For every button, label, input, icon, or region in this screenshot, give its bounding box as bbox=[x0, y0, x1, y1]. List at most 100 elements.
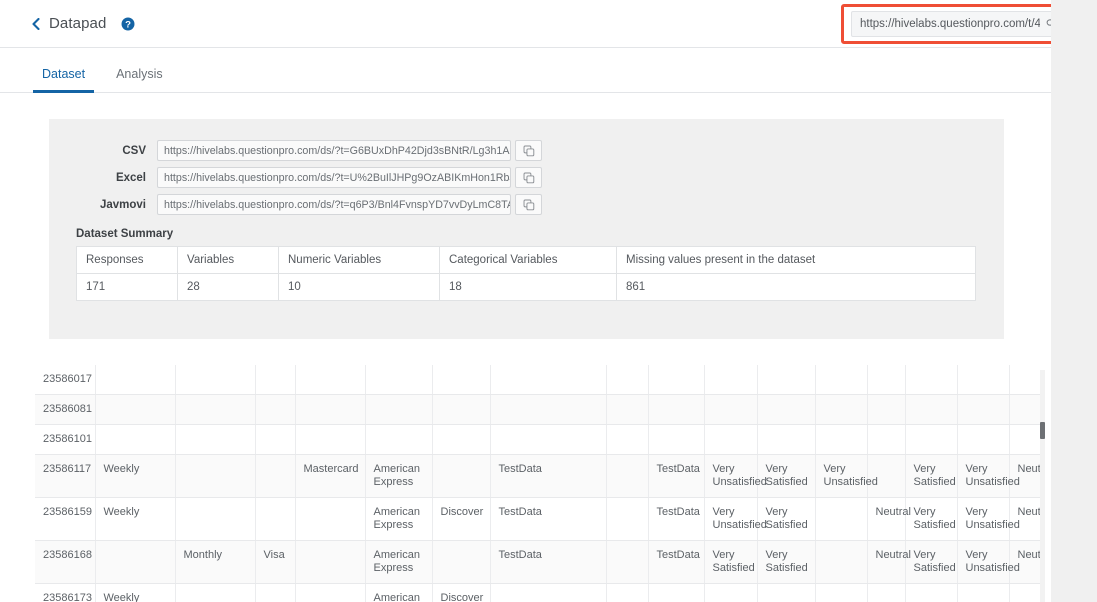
table-row[interactable]: 23586117 Weekly Mastercard American Express… bbox=[35, 454, 1045, 498]
table-cell bbox=[815, 424, 868, 455]
table-cell bbox=[95, 365, 176, 395]
table-cell bbox=[175, 454, 256, 498]
table-cell: Very Satisfied bbox=[757, 454, 816, 498]
chevron-left-icon bbox=[30, 17, 42, 30]
left-gutter bbox=[0, 93, 13, 602]
export-link-label-javmovi: Javmovi bbox=[99, 198, 146, 211]
table-cell bbox=[815, 540, 868, 584]
table-cell: Very Satisfied bbox=[704, 540, 758, 584]
table-cell bbox=[704, 365, 758, 395]
table-row[interactable]: 23586081 bbox=[35, 394, 1045, 425]
copy-icon bbox=[523, 172, 535, 184]
table-cell bbox=[757, 583, 816, 602]
tab-analysis[interactable]: Analysis bbox=[116, 67, 163, 81]
table-cell: American Express bbox=[365, 497, 433, 541]
table-row[interactable]: 23586159 Weekly American Express Discover Te… bbox=[35, 497, 1045, 541]
table-cell bbox=[175, 365, 256, 395]
table-cell bbox=[867, 583, 906, 602]
table-cell bbox=[905, 394, 958, 425]
dataset-summary-title: Dataset Summary bbox=[76, 228, 174, 240]
table-cell: Visa bbox=[255, 540, 296, 584]
table-cell bbox=[255, 394, 296, 425]
table-cell: Weekly bbox=[95, 497, 176, 541]
table-cell bbox=[867, 424, 906, 455]
table-cell bbox=[432, 424, 491, 455]
table-cell bbox=[648, 394, 705, 425]
vertical-scrollbar-track[interactable] bbox=[1040, 370, 1045, 602]
table-cell bbox=[295, 365, 366, 395]
table-cell bbox=[255, 583, 296, 602]
copy-button-csv[interactable] bbox=[515, 140, 542, 161]
table-cell bbox=[757, 424, 816, 455]
table-cell bbox=[648, 424, 705, 455]
table-cell bbox=[704, 583, 758, 602]
table-cell bbox=[815, 365, 868, 395]
table-cell bbox=[606, 454, 649, 498]
table-cell bbox=[606, 424, 649, 455]
export-link-input-javmovi[interactable]: https://hivelabs.questionpro.com/ds/?t=q… bbox=[157, 194, 511, 215]
table-row[interactable]: 23586017 bbox=[35, 365, 1045, 395]
table-cell bbox=[815, 394, 868, 425]
summary-header-numeric-variables: Numeric Variables bbox=[278, 246, 440, 274]
table-cell bbox=[255, 454, 296, 498]
table-cell bbox=[606, 497, 649, 541]
tab-dataset[interactable]: Dataset bbox=[33, 67, 95, 93]
export-links-group: CSV https://hivelabs.questionpro.com/ds/… bbox=[49, 119, 1004, 215]
summary-value-missing-values: 861 bbox=[616, 273, 976, 301]
table-cell bbox=[432, 454, 491, 498]
cell-response-id: 23586117 bbox=[35, 454, 96, 498]
table-row[interactable]: 23586101 bbox=[35, 424, 1045, 455]
table-cell: Very Satisfied bbox=[757, 497, 816, 541]
share-url-highlight: https://hivelabs.questionpro.com/t/4 bbox=[841, 4, 1079, 44]
summary-header-variables: Variables bbox=[177, 246, 279, 274]
help-circle-icon[interactable]: ? bbox=[113, 17, 135, 31]
table-cell: Neutral bbox=[867, 540, 911, 584]
table-cell bbox=[704, 424, 758, 455]
cell-response-id: 23586173 bbox=[35, 583, 96, 602]
table-cell: Discover bbox=[432, 583, 491, 602]
share-url-text: https://hivelabs.questionpro.com/t/4 bbox=[860, 18, 1040, 30]
table-cell: Weekly bbox=[95, 454, 176, 498]
copy-button-javmovi[interactable] bbox=[515, 194, 542, 215]
export-link-input-excel[interactable]: https://hivelabs.questionpro.com/ds/?t=U… bbox=[157, 167, 511, 188]
table-cell bbox=[175, 424, 256, 455]
table-cell bbox=[606, 540, 649, 584]
table-cell bbox=[95, 424, 176, 455]
table-cell bbox=[606, 394, 649, 425]
table-cell bbox=[365, 394, 433, 425]
summary-value-row: 171 28 10 18 861 bbox=[76, 273, 976, 301]
copy-button-excel[interactable] bbox=[515, 167, 542, 188]
summary-value-variables: 28 bbox=[177, 273, 279, 301]
data-grid-body: 23586017 23586081 23586101 23586117 Weekly Ma… bbox=[35, 365, 1045, 602]
table-row[interactable]: 23586168 Monthly Visa American Express TestD… bbox=[35, 540, 1045, 584]
table-cell bbox=[1009, 424, 1045, 455]
summary-value-numeric-variables: 10 bbox=[278, 273, 440, 301]
table-cell: Very Unsatisfied bbox=[957, 540, 1020, 584]
table-cell bbox=[905, 583, 958, 602]
table-cell bbox=[648, 365, 705, 395]
data-grid-container[interactable]: 23586017 23586081 23586101 23586117 Weekly Ma… bbox=[35, 365, 1045, 602]
table-cell: Very Unsatisfied bbox=[704, 497, 767, 541]
table-cell bbox=[365, 365, 433, 395]
table-cell bbox=[757, 365, 816, 395]
back-to-datapad-link[interactable]: Datapad ? bbox=[30, 15, 135, 32]
share-url-field[interactable]: https://hivelabs.questionpro.com/t/4 bbox=[851, 11, 1069, 37]
export-link-url-excel: https://hivelabs.questionpro.com/ds/?t=U… bbox=[164, 171, 510, 184]
table-cell: American Express bbox=[365, 583, 433, 602]
summary-header-row: Responses Variables Numeric Variables Ca… bbox=[76, 246, 976, 274]
table-cell: Neutral bbox=[1009, 454, 1045, 498]
data-grid: 23586017 23586081 23586101 23586117 Weekly Ma… bbox=[35, 365, 1045, 602]
cell-response-id: 23586081 bbox=[35, 394, 96, 425]
cell-response-id: 23586159 bbox=[35, 497, 96, 541]
table-cell bbox=[432, 365, 491, 395]
vertical-scrollbar-thumb[interactable] bbox=[1040, 422, 1045, 439]
table-cell: Discover bbox=[432, 497, 491, 541]
table-cell bbox=[175, 394, 256, 425]
table-cell bbox=[1009, 394, 1045, 425]
table-cell bbox=[365, 424, 433, 455]
cell-response-id: 23586101 bbox=[35, 424, 96, 455]
export-link-input-csv[interactable]: https://hivelabs.questionpro.com/ds/?t=G… bbox=[157, 140, 511, 161]
table-cell bbox=[648, 583, 705, 602]
table-cell: Very Satisfied bbox=[757, 540, 816, 584]
